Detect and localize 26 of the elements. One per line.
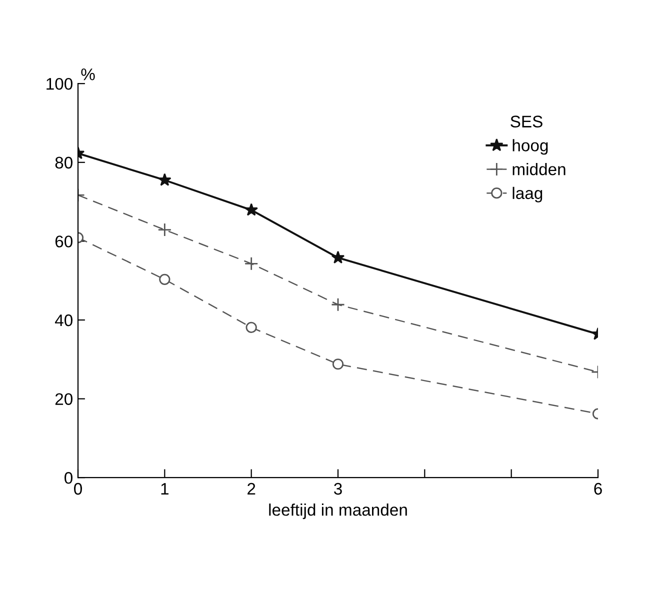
x-tick-label: 1 [161,483,168,495]
y-axis-title: % [81,68,95,80]
x-tick-label: 2 [248,482,256,495]
point [331,298,345,312]
point [244,203,258,216]
y-tick-label: 100 [46,78,72,90]
point [244,256,258,271]
x-tick-label: 0 [74,482,82,495]
x-tick-label: 3 [334,482,342,495]
point [246,322,257,334]
y-tick-label: 20 [55,393,72,405]
x-tick-label: 6 [594,482,602,495]
legend-label: laag [512,186,542,202]
y-tick-label: 0 [64,472,72,484]
point [159,274,170,285]
x-axis-title: leeftijd in maanden [269,504,407,520]
y-tick-label: 40 [54,314,72,326]
point [158,222,172,237]
point [158,173,172,186]
legend-label: hoog [512,139,548,155]
legend-label: midden [512,162,566,176]
point [331,250,345,264]
y-tick-label: 60 [55,236,72,248]
point [332,358,344,370]
y-tick-label: 80 [55,156,72,169]
legend-title: SES [510,116,542,128]
